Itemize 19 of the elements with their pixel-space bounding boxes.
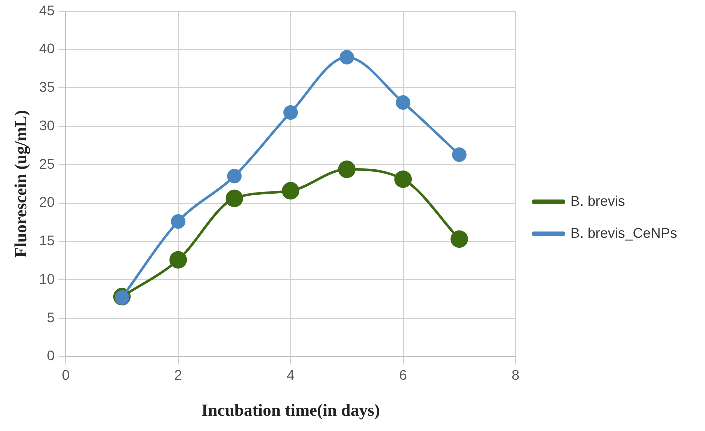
y-tick-label: 20 [39, 194, 56, 210]
y-tick-label: 40 [39, 40, 56, 57]
y-tick-label: 15 [39, 232, 56, 249]
y-axis-title: Fluorescein (ug/mL) [12, 110, 31, 258]
x-tick-label: 0 [62, 367, 70, 384]
x-axis-title: Incubation time(in days) [202, 401, 380, 420]
y-tick-label: 30 [39, 117, 56, 134]
x-tick-label: 4 [286, 367, 295, 384]
y-tick-label: 10 [39, 270, 56, 287]
legend-label: B. brevis_CeNPs [570, 224, 678, 241]
legend-label: B. brevis [570, 192, 626, 209]
y-tick-label: 45 [39, 2, 56, 18]
y-tick-label: 0 [47, 348, 56, 364]
y-tick-label: 25 [39, 156, 56, 172]
x-tick-label: 8 [512, 367, 520, 384]
x-tick-label: 2 [174, 367, 183, 384]
y-tick-label: 5 [47, 309, 56, 326]
x-tick-label: 6 [399, 367, 408, 384]
y-tick-label: 35 [39, 79, 56, 96]
